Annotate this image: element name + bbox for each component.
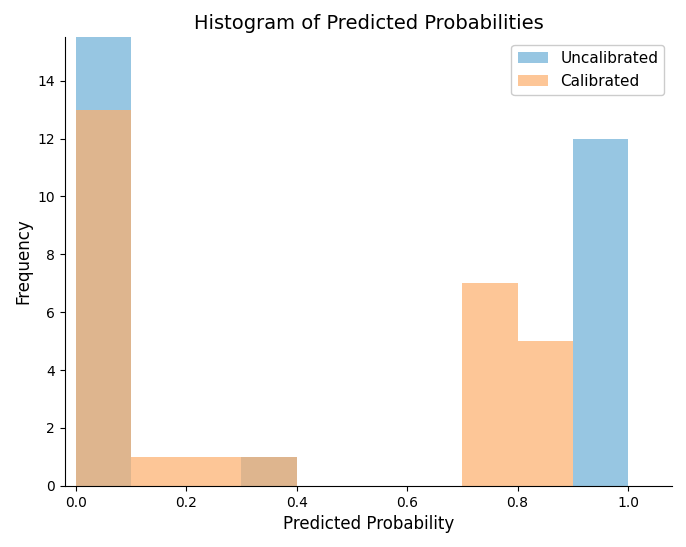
X-axis label: Predicted Probability: Predicted Probability [283, 515, 454, 533]
Bar [241, 457, 296, 486]
Bar [517, 341, 573, 486]
Title: Histogram of Predicted Probabilities: Histogram of Predicted Probabilities [193, 14, 543, 33]
Bar [187, 457, 241, 486]
Y-axis label: Frequency: Frequency [14, 219, 32, 304]
Legend: Uncalibrated, Calibrated: Uncalibrated, Calibrated [512, 45, 665, 95]
Bar [76, 0, 131, 486]
Bar [76, 109, 131, 486]
Bar [241, 457, 296, 486]
Bar [131, 457, 187, 486]
Bar [462, 283, 517, 486]
Bar [573, 138, 628, 486]
